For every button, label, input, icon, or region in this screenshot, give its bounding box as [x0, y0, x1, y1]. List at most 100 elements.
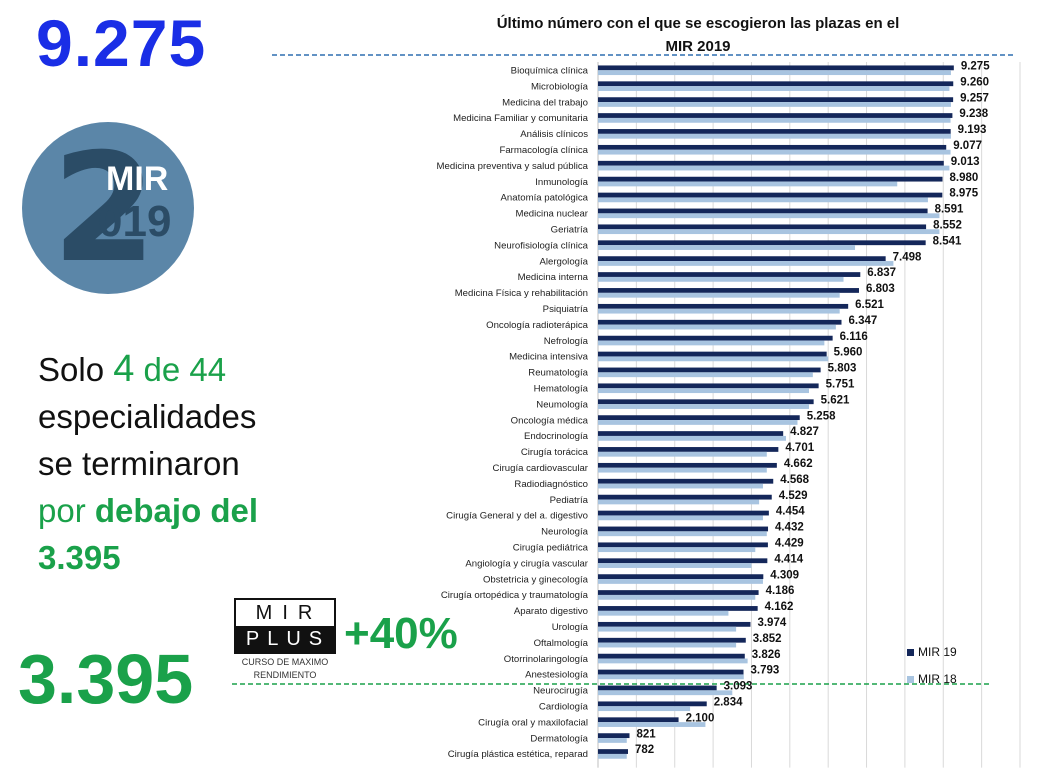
category-label: Cirugía General y del a. digestivo: [446, 511, 588, 522]
bar-mir18: [598, 579, 763, 584]
bar-mir18: [598, 197, 928, 203]
category-label: Geriatría: [551, 224, 589, 235]
value-label: 6.521: [855, 299, 884, 311]
value-label: 9.260: [960, 76, 989, 88]
bar-mir18: [598, 499, 760, 505]
value-label: 3.826: [752, 649, 781, 661]
value-label: 7.498: [893, 251, 922, 263]
category-label: Psiquiatría: [543, 304, 589, 315]
value-labels: 9.275 9.260 9.257 9.238 9.193 9.077 9.013 8.980…: [635, 60, 990, 756]
bar-mir19: [598, 192, 943, 198]
category-label: Medicina Física y rehabilitación: [455, 288, 588, 299]
value-label: 5.960: [834, 347, 863, 359]
category-label: Oftalmología: [534, 638, 589, 649]
bar-mir19: [598, 462, 777, 468]
mir-plus-box: MIR PLUS: [234, 598, 336, 654]
message-line-3: se terminaron: [38, 445, 240, 482]
bar-mir19: [598, 494, 772, 500]
message-line-1: Solo 4 de 44: [38, 346, 308, 393]
category-label: Análisis clínicos: [520, 129, 588, 140]
bar-mir19: [598, 526, 769, 532]
bar-mir18: [598, 117, 951, 123]
bar-mir19: [598, 510, 769, 516]
bar-mir19: [598, 447, 779, 452]
bar-mir18: [598, 229, 940, 235]
bar-mir19: [598, 415, 800, 421]
bar-mir19: [598, 367, 821, 373]
bar-mir19: [598, 129, 951, 134]
legend-mir19-label: MIR 19: [918, 645, 957, 659]
chart-title-line-2: MIR 2019: [665, 38, 730, 55]
message-line-4: por debajo del: [38, 487, 308, 534]
category-label: Reumatología: [528, 368, 588, 379]
legend-mir18-label: MIR 18: [918, 672, 957, 686]
value-label: 4.662: [784, 458, 813, 470]
bar-mir19: [598, 590, 759, 595]
category-label: Farmacología clínica: [499, 145, 588, 156]
legend-mir18-swatch: [907, 676, 914, 683]
category-label: Neurofisiología clínica: [494, 240, 589, 251]
category-label: Neurocirugía: [533, 686, 589, 697]
bar-mir19: [598, 653, 745, 659]
category-label: Endocrinología: [524, 431, 589, 442]
bar-mir19: [598, 733, 630, 739]
category-label: Alergología: [539, 256, 588, 267]
bar-mir18: [598, 70, 951, 76]
bar-mir19: [598, 574, 764, 580]
bar-mir18: [598, 467, 767, 473]
value-label: 4.701: [785, 442, 814, 454]
increase-percentage: +40%: [344, 609, 458, 658]
bar-mir19: [598, 669, 744, 675]
value-label: 8.541: [933, 235, 962, 247]
value-label: 4.432: [775, 522, 804, 534]
bar-mir18: [598, 308, 840, 314]
bar-mir19: [598, 65, 954, 71]
value-label: 6.837: [867, 267, 896, 279]
message-debajo: debajo del: [94, 492, 259, 529]
bar-mir18: [598, 420, 798, 425]
bar-mir19: [598, 303, 849, 309]
category-label: Otorrinolaringología: [504, 654, 589, 665]
bar-mir19: [598, 717, 679, 723]
bar-mir18: [598, 690, 733, 696]
bar-mir18: [598, 388, 809, 394]
value-label: 4.429: [775, 537, 804, 549]
value-label: 9.013: [951, 156, 980, 168]
bar-mir18: [598, 149, 951, 155]
value-label: 8.980: [950, 172, 979, 184]
bar-mir19: [598, 224, 927, 230]
bar-mir19: [598, 176, 943, 182]
bar-mir19: [598, 621, 751, 627]
value-label: 821: [636, 728, 656, 740]
bar-mir18: [598, 563, 752, 568]
category-label: Radiodiagnóstico: [514, 479, 588, 490]
value-label: 4.162: [765, 601, 794, 613]
value-label: 9.077: [953, 140, 982, 152]
category-label: Oncología radioterápica: [486, 320, 589, 331]
category-label: Urología: [552, 622, 589, 633]
bar-mir18: [598, 515, 763, 521]
bar-mir18: [598, 706, 691, 712]
legend-mir19-swatch: [907, 649, 914, 656]
value-label: 4.186: [766, 585, 795, 597]
bar-mir19: [598, 113, 953, 118]
bar-mir18: [598, 594, 756, 600]
message-total: de 44: [134, 351, 227, 388]
category-label: Medicina nuclear: [515, 209, 588, 220]
summary-message: Solo 4 de 44 especialidades se terminaro…: [38, 346, 308, 581]
value-label: 3.852: [753, 633, 782, 645]
category-label: Cirugía oral y maxilofacial: [478, 717, 588, 728]
value-label: 8.552: [933, 219, 962, 231]
value-label: 782: [635, 744, 654, 756]
category-label: Medicina intensiva: [509, 352, 589, 363]
chart-title-line-1: Último número con el que se escogieron l…: [497, 14, 900, 32]
bar-mir18: [598, 213, 940, 219]
mir-plus-logo: MIR PLUS CURSO DE MAXIMO RENDIMIENTO: [234, 598, 336, 680]
bar-mir18: [598, 372, 813, 378]
category-label: Neumología: [536, 399, 588, 410]
category-label: Medicina interna: [518, 272, 589, 283]
bar-mir18: [598, 451, 767, 457]
bar-mir19: [598, 399, 814, 405]
